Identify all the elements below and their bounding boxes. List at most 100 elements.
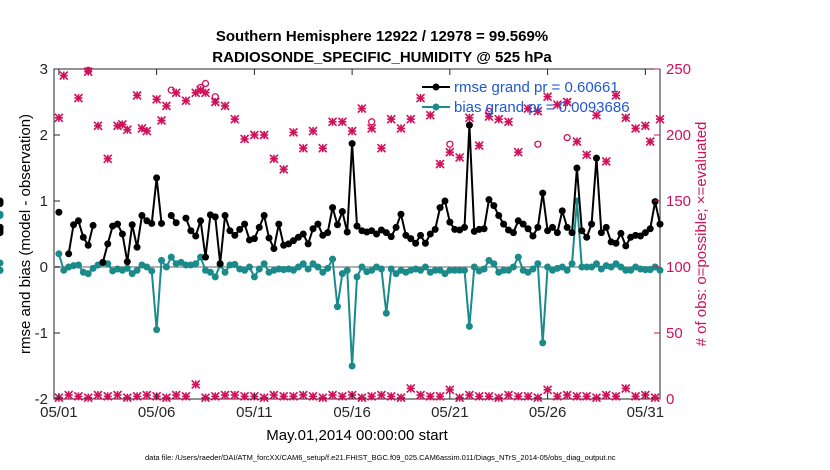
bias-point [480, 265, 488, 273]
rmse-point [187, 227, 195, 235]
rmse-point [495, 212, 503, 220]
rmse-point [583, 233, 591, 241]
rmse-point [539, 189, 547, 197]
y-tick-label: 2 [40, 127, 48, 144]
rmse-point [622, 242, 630, 250]
rmse-line [185, 125, 661, 264]
bias-point [446, 266, 454, 274]
x-axis-ticks: 05/01 05/06 05/11 05/16 05/21 05/26 05/31 [40, 69, 664, 421]
legend-bias-marker [432, 103, 440, 111]
bias-point [221, 268, 229, 276]
obs-possible-point [211, 93, 219, 101]
bias-point [55, 250, 63, 258]
rmse-point [500, 220, 508, 228]
bias-point [299, 260, 307, 268]
rmse-point [392, 223, 400, 231]
rmse-point [602, 223, 610, 231]
bias-point [255, 265, 263, 273]
rmse-point [324, 229, 332, 237]
rmse-point [221, 212, 229, 220]
rmse-point [260, 212, 268, 220]
rmse-point [519, 220, 527, 228]
rmse-point [211, 213, 219, 221]
rmse-point [89, 221, 97, 229]
rmse-point [148, 219, 156, 227]
rmse-point [509, 229, 517, 237]
bias-point [451, 266, 459, 274]
bias-point [329, 255, 337, 263]
bias-point [319, 268, 327, 276]
rmse-point [588, 220, 596, 228]
rmse-point [436, 204, 444, 212]
bias-point [490, 260, 498, 268]
bias-point [461, 266, 469, 274]
rmse-point [118, 230, 126, 238]
bias-point [250, 273, 258, 281]
bias-point [353, 273, 361, 281]
rmse-point [578, 227, 586, 235]
bias-point [231, 260, 239, 268]
y-right-tick-label: 50 [666, 325, 683, 342]
rmse-point [314, 220, 322, 228]
bias-point [641, 266, 649, 274]
rmse-point [158, 219, 166, 227]
bias-point [314, 263, 322, 271]
y-right-tick-label: 200 [666, 127, 691, 144]
rmse-point [84, 241, 92, 249]
bias-point [514, 253, 522, 261]
legend-rmse-label: rmse grand pr = 0.60661 [454, 79, 619, 96]
rmse-point [397, 210, 405, 218]
obs-possible-point [84, 66, 92, 74]
y-tick-label: 1 [40, 193, 48, 210]
bias-point [656, 266, 664, 274]
rmse-point [417, 231, 425, 239]
rmse-point [348, 140, 356, 148]
rmse-point [465, 121, 473, 129]
rmse-point [104, 240, 112, 248]
bias-point [377, 265, 385, 273]
bias-point [304, 265, 312, 273]
rmse-point [651, 198, 659, 206]
rmse-point [197, 217, 205, 225]
obs-possible-point [368, 118, 376, 126]
rmse-point [382, 229, 390, 237]
rmse-point [70, 221, 78, 229]
rmse-point [431, 225, 439, 233]
y-tick-label: 0 [40, 259, 48, 276]
y-tick-label: 3 [40, 61, 48, 78]
rmse-point [55, 208, 63, 216]
bias-point [509, 263, 517, 271]
x-tick-label: 05/31 [627, 404, 665, 421]
rmse-point [270, 245, 278, 253]
y-axis-left-ticks: -2 -1 0 1 2 3 [35, 61, 60, 408]
rmse-point [275, 220, 283, 228]
rmse-point [153, 174, 161, 182]
rmse-point [299, 230, 307, 238]
bias-point [343, 266, 351, 274]
bias-point [563, 266, 571, 274]
rmse-point [329, 204, 337, 212]
bias-point [133, 266, 141, 274]
bias-point [0, 259, 4, 267]
rmse-point [480, 225, 488, 233]
rmse-point [99, 258, 107, 266]
rmse-point [558, 207, 566, 215]
rmse-point [426, 230, 434, 238]
rmse-point [387, 233, 395, 241]
rmse-point [133, 243, 141, 251]
y-right-tick-label: 150 [666, 193, 691, 210]
y-axis-label-left: rmse and bias (model - observation) [17, 114, 34, 354]
rmse-point [114, 220, 122, 228]
rmse-point [138, 212, 146, 220]
x-axis-label: May.01,2014 00:00:00 start [266, 427, 448, 444]
bias-point [592, 260, 600, 268]
bias-point [456, 266, 464, 274]
rmse-point [123, 258, 131, 266]
bias-point [148, 267, 156, 275]
rmse-point [74, 217, 82, 225]
obs-count-layer [54, 66, 665, 403]
bias-point [0, 212, 4, 220]
rmse-point [216, 260, 224, 268]
rmse-point [446, 218, 454, 226]
rmse-point [202, 253, 209, 261]
